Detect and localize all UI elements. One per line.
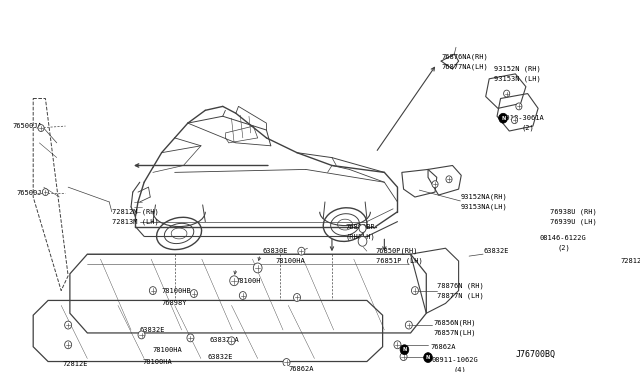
Circle shape [432, 181, 438, 187]
Text: 63832E: 63832E [140, 327, 165, 333]
Text: 72813M (LH): 72813M (LH) [112, 218, 159, 225]
Circle shape [283, 359, 290, 366]
Circle shape [138, 331, 145, 339]
Text: 72812E: 72812E [63, 362, 88, 368]
Text: 63832EA: 63832EA [210, 337, 239, 343]
Text: N: N [501, 116, 506, 121]
Text: (2): (2) [557, 245, 570, 251]
Text: 78100HA: 78100HA [142, 359, 172, 366]
Circle shape [424, 353, 433, 362]
Circle shape [637, 202, 640, 212]
Text: 76939U (LH): 76939U (LH) [550, 218, 597, 225]
Circle shape [516, 103, 522, 110]
Text: N: N [426, 355, 430, 360]
Text: 08911-1062G: 08911-1062G [431, 356, 478, 363]
Circle shape [65, 321, 72, 329]
Circle shape [187, 334, 194, 342]
Text: 78100HA: 78100HA [275, 258, 305, 264]
Text: 76862A: 76862A [431, 344, 456, 350]
Circle shape [239, 292, 246, 299]
Circle shape [230, 276, 239, 286]
Text: 76877NA(LH): 76877NA(LH) [441, 64, 488, 70]
Text: 72812E: 72812E [620, 258, 640, 264]
Text: 76856N(RH): 76856N(RH) [433, 320, 476, 326]
Text: 76851P (LH): 76851P (LH) [376, 258, 422, 264]
Text: 93153N (LH): 93153N (LH) [493, 76, 540, 82]
Text: 76898Y: 76898Y [162, 301, 187, 307]
Text: 76889BR: 76889BR [346, 224, 376, 230]
Text: 63832E: 63832E [483, 248, 509, 254]
Text: 76862A: 76862A [288, 366, 314, 372]
Text: N: N [403, 347, 406, 352]
Text: (RH&LH): (RH&LH) [346, 233, 376, 240]
Text: 78100H: 78100H [236, 278, 261, 284]
Text: 93153NA(LH): 93153NA(LH) [460, 203, 507, 210]
Circle shape [358, 237, 367, 246]
Circle shape [394, 341, 401, 349]
Circle shape [405, 321, 412, 329]
Text: 76857N(LH): 76857N(LH) [433, 330, 476, 336]
Text: 93152NA(RH): 93152NA(RH) [460, 194, 507, 200]
Text: 72812M (RH): 72812M (RH) [112, 209, 159, 215]
Circle shape [294, 294, 301, 301]
Text: (4): (4) [453, 366, 466, 372]
Text: 76500J: 76500J [17, 190, 42, 196]
Text: 93152N (RH): 93152N (RH) [493, 66, 540, 72]
Circle shape [446, 176, 452, 183]
Text: 78877N (LH): 78877N (LH) [436, 292, 484, 299]
Circle shape [504, 90, 509, 97]
Text: 78100HA: 78100HA [153, 347, 182, 353]
Circle shape [511, 117, 518, 124]
Text: 78876N (RH): 78876N (RH) [436, 282, 484, 289]
Circle shape [253, 263, 262, 273]
Circle shape [149, 287, 156, 295]
Text: 78100HB: 78100HB [162, 288, 191, 294]
Circle shape [499, 113, 508, 123]
Text: J76700BQ: J76700BQ [515, 350, 556, 359]
Circle shape [412, 287, 419, 295]
Text: 76938U (RH): 76938U (RH) [550, 209, 597, 215]
Circle shape [38, 125, 44, 132]
Text: 08918-3061A: 08918-3061A [498, 115, 545, 121]
Text: 76850P(RH): 76850P(RH) [376, 248, 418, 254]
Circle shape [400, 353, 407, 360]
Circle shape [359, 225, 366, 232]
Circle shape [400, 345, 409, 355]
Text: 08146-6122G: 08146-6122G [540, 235, 587, 241]
Text: 63832E: 63832E [207, 354, 232, 360]
Circle shape [228, 337, 235, 345]
Text: 76876NA(RH): 76876NA(RH) [441, 54, 488, 60]
Circle shape [191, 290, 197, 298]
Circle shape [65, 341, 72, 349]
Text: (2): (2) [522, 125, 534, 131]
Circle shape [298, 247, 305, 255]
Text: 76500JA: 76500JA [12, 123, 42, 129]
Circle shape [42, 189, 49, 196]
Text: 63830E: 63830E [262, 248, 287, 254]
